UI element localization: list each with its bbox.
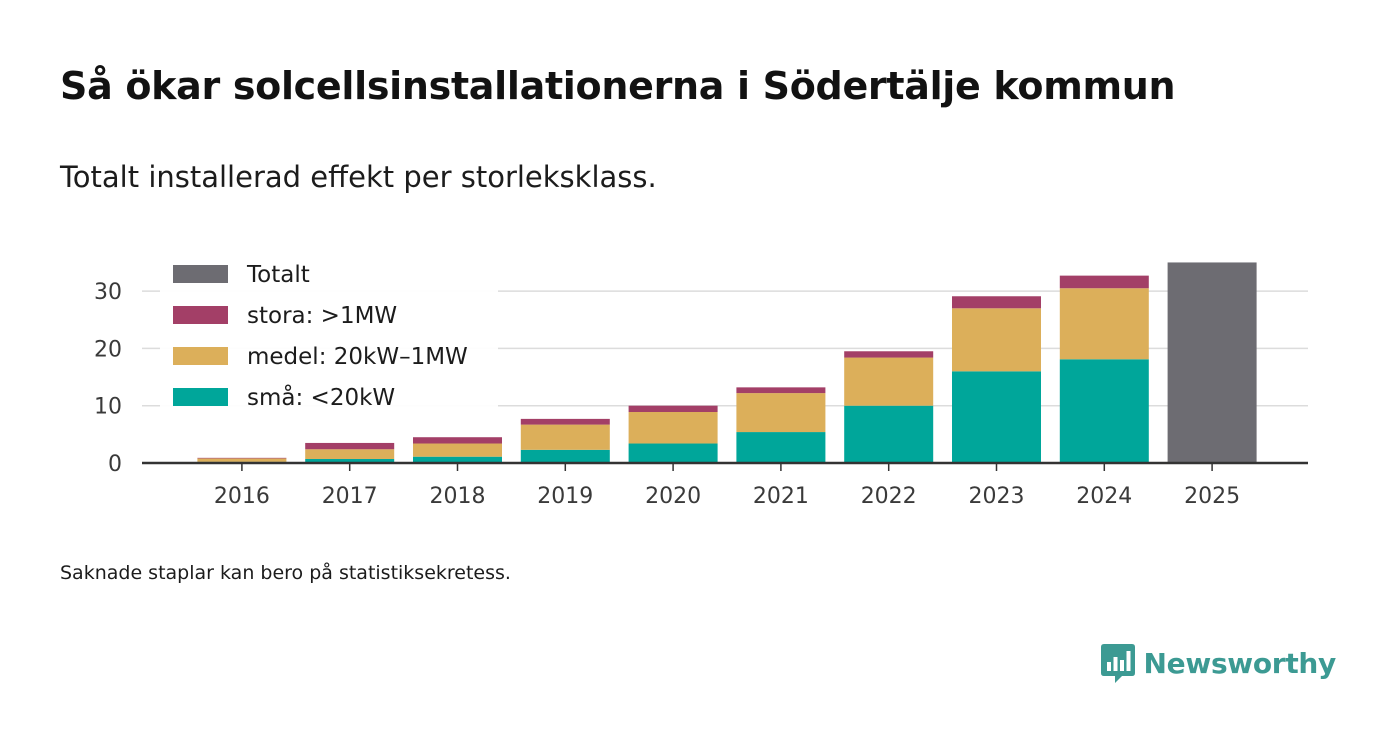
- bar-segment: [305, 449, 395, 459]
- bar-segment: [1059, 288, 1149, 360]
- bar-segment: [413, 437, 502, 444]
- x-tick-label: 2025: [1184, 484, 1240, 509]
- legend-label: medel: 20kW–1MW: [247, 344, 468, 370]
- bar-segment: [413, 443, 502, 457]
- chart-subtitle: Totalt installerad effekt per storlekskl…: [60, 160, 657, 194]
- bar-segment: [952, 308, 1041, 372]
- bar-segment: [197, 458, 287, 462]
- bars: [197, 262, 1257, 463]
- bar-segment: [1059, 359, 1149, 463]
- newsworthy-logo-icon: [1100, 644, 1135, 683]
- x-tick-label: 2024: [1076, 484, 1132, 509]
- bar-segment: [1167, 262, 1257, 463]
- bar-segment: [844, 357, 934, 406]
- bar-segment: [520, 424, 610, 450]
- bar-segment: [628, 405, 718, 413]
- x-tick-label: 2019: [537, 484, 593, 509]
- x-tick-label: 2022: [861, 484, 917, 509]
- bar-segment: [305, 458, 395, 463]
- stacked-bar-chart: 0 10 20 30 2016 2017 2018 2019 2020 2021 2022 2023…: [94, 252, 1308, 509]
- bar-segment: [736, 387, 826, 394]
- bar-segment: [413, 456, 502, 463]
- bar-segment: [844, 351, 934, 358]
- bar-segment: [197, 457, 287, 459]
- x-tick-label: 2020: [645, 484, 701, 509]
- y-tick-label: 20: [94, 337, 122, 362]
- x-tick-label: 2023: [969, 484, 1025, 509]
- bar-segment: [952, 371, 1041, 463]
- legend-label: små: <20kW: [247, 383, 395, 411]
- chart-title: Så ökar solcellsinstallationerna i Söder…: [60, 64, 1176, 108]
- bar-segment: [736, 432, 826, 463]
- x-tick-label: 2021: [753, 484, 809, 509]
- y-tick-label: 10: [94, 395, 122, 420]
- brand-logo: Newsworthy: [1100, 642, 1336, 684]
- legend-label: Totalt: [246, 262, 310, 288]
- brand-name: Newsworthy: [1143, 646, 1337, 680]
- x-tick-label: 2016: [214, 484, 270, 509]
- legend-swatch: [173, 306, 228, 324]
- y-tick-label: 0: [108, 452, 122, 477]
- bar-segment: [1059, 275, 1149, 289]
- x-tick-label: 2017: [322, 484, 378, 509]
- bar-segment: [844, 405, 934, 463]
- x-axis-ticks: 2016 2017 2018 2019 2020 2021 2022 2023 2024 2025: [214, 463, 1240, 509]
- legend-swatch: [173, 388, 228, 406]
- y-axis-ticks: 0 10 20 30: [94, 280, 122, 477]
- legend-label: stora: >1MW: [247, 303, 397, 329]
- bar-segment: [305, 442, 395, 450]
- legend: Totalt stora: >1MW medel: 20kW–1MW små: <20…: [160, 252, 498, 417]
- x-tick-label: 2018: [430, 484, 486, 509]
- bar-segment: [628, 443, 718, 463]
- bar-segment: [520, 449, 610, 463]
- bar-segment: [736, 393, 826, 433]
- bar-segment: [520, 418, 610, 425]
- legend-swatch: [173, 265, 228, 283]
- y-tick-label: 30: [94, 280, 122, 305]
- bar-segment: [952, 296, 1041, 309]
- legend-swatch: [173, 347, 228, 365]
- bar-segment: [628, 412, 718, 444]
- footnote: Saknade staplar kan bero på statistiksek…: [60, 562, 511, 584]
